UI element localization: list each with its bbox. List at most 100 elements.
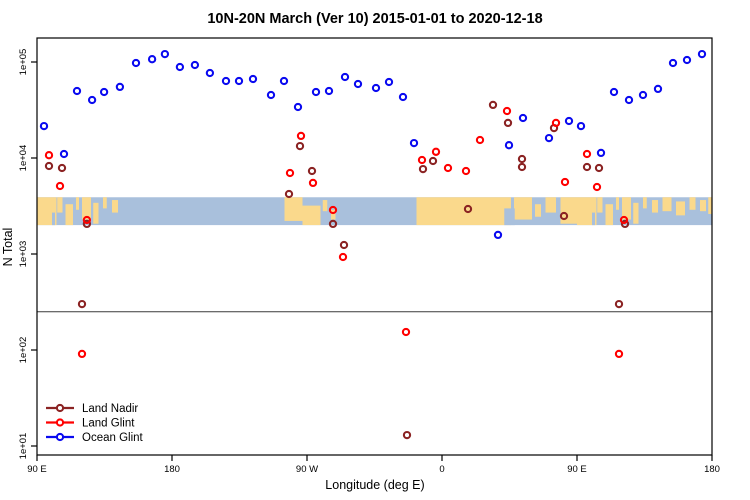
- land-nadir-point: [559, 211, 569, 221]
- x-tick-label: 90 E: [567, 464, 587, 475]
- land-nadir-point: [517, 162, 527, 172]
- land-glint-point: [328, 205, 338, 215]
- ocean-glint-point: [384, 77, 394, 87]
- y-axis-title: N Total: [1, 228, 15, 267]
- land-nadir-point: [44, 161, 54, 171]
- ocean-glint-point: [409, 138, 419, 148]
- ocean-glint-point: [293, 102, 303, 112]
- land-nadir-point: [328, 219, 338, 229]
- ocean-glint-point: [160, 49, 170, 59]
- map-band-land: [37, 197, 57, 226]
- plot-frame: [36, 37, 713, 456]
- ocean-glint-point: [234, 76, 244, 86]
- map-band-land: [416, 197, 511, 226]
- ocean-glint-point: [175, 62, 185, 72]
- legend-entry-label: Ocean Glint: [82, 432, 144, 444]
- map-band-land: [103, 197, 107, 209]
- map-band-land: [284, 197, 303, 221]
- x-tick-label: 90 W: [296, 464, 318, 475]
- ocean-glint-point: [504, 141, 514, 150]
- land-nadir-point: [620, 219, 630, 229]
- map-band-land: [112, 200, 118, 213]
- land-nadir-point: [418, 164, 428, 174]
- legend-entry-label: Land Nadir: [82, 403, 138, 415]
- map-band-land: [689, 197, 696, 210]
- y-tick-label: 1e+02: [18, 337, 29, 364]
- land-glint-point: [417, 155, 427, 165]
- ocean-glint-point: [697, 49, 707, 59]
- y-tick-label: 1e+01: [18, 433, 29, 460]
- ocean-glint-point: [609, 87, 619, 97]
- map-band-land: [302, 205, 321, 226]
- land-glint-point: [582, 149, 592, 159]
- x-tick-label: 90 E: [27, 464, 47, 475]
- chart-title: 10N-20N March (Ver 10) 2015-01-01 to 202…: [207, 11, 542, 27]
- land-glint-point: [619, 215, 629, 225]
- map-band-land: [676, 201, 685, 216]
- ocean-glint-point: [371, 83, 381, 93]
- land-nadir-point: [82, 219, 92, 229]
- land-glint-point: [614, 349, 624, 359]
- map-band-land: [616, 197, 619, 210]
- land-nadir-point: [614, 299, 624, 309]
- land-glint-point: [55, 181, 65, 191]
- map-band-land: [514, 197, 532, 220]
- ocean-glint-point: [311, 87, 321, 97]
- ocean-glint-point: [190, 60, 200, 70]
- legend-marker-circle: [55, 418, 65, 427]
- land-glint-point: [443, 163, 453, 173]
- map-band-land: [57, 197, 63, 213]
- ocean-glint-point: [147, 55, 157, 64]
- land-nadir-point: [295, 141, 305, 151]
- ocean-glint-point: [340, 72, 350, 82]
- land-glint-point: [592, 182, 602, 192]
- land-nadir-point: [57, 163, 67, 173]
- map-band-land: [652, 200, 658, 213]
- ocean-glint-point: [39, 121, 49, 131]
- land-glint-point: [431, 147, 441, 156]
- map-band-land: [65, 204, 73, 226]
- land-nadir-point: [77, 299, 87, 309]
- map-band-land: [535, 204, 541, 217]
- ocean-glint-point: [564, 116, 574, 126]
- ocean-glint-point: [279, 76, 289, 86]
- land-nadir-point: [428, 156, 438, 166]
- ocean-glint-point: [596, 148, 606, 158]
- land-glint-point: [560, 177, 570, 187]
- ocean-glint-point: [353, 79, 363, 89]
- ocean-glint-point: [131, 58, 141, 68]
- x-tick-label: 0: [439, 464, 444, 475]
- ocean-glint-point: [576, 121, 586, 131]
- land-nadir-point: [402, 430, 412, 440]
- land-nadir-point: [594, 163, 604, 173]
- y-tick-label: 1e+04: [18, 145, 29, 172]
- land-glint-point: [461, 166, 471, 176]
- land-glint-point: [77, 349, 87, 359]
- land-glint-point: [338, 252, 348, 262]
- legend-marker-circle: [55, 403, 65, 413]
- x-tick-label: 180: [164, 464, 180, 475]
- ocean-glint-point: [668, 58, 678, 68]
- ocean-glint-point: [115, 82, 125, 92]
- map-band-land: [93, 202, 99, 224]
- ocean-glint-point: [398, 92, 408, 102]
- land-glint-point: [401, 327, 411, 337]
- map-band-land: [700, 200, 706, 212]
- land-nadir-point: [284, 189, 294, 199]
- land-glint-point: [551, 118, 561, 128]
- ocean-glint-point: [544, 133, 554, 143]
- ocean-glint-point: [266, 90, 276, 100]
- ocean-glint-point: [221, 76, 231, 86]
- map-band-land: [76, 197, 79, 210]
- map-band-sea-notch: [504, 208, 515, 226]
- map-band-land: [622, 197, 631, 220]
- map-band-land: [331, 209, 336, 220]
- land-nadir-point: [488, 100, 498, 110]
- ocean-glint-point: [205, 68, 215, 78]
- map-band-land: [633, 202, 639, 224]
- legend-entry-label: Land Glint: [82, 418, 135, 430]
- legend-marker-circle: [55, 432, 65, 442]
- land-glint-point: [285, 168, 295, 178]
